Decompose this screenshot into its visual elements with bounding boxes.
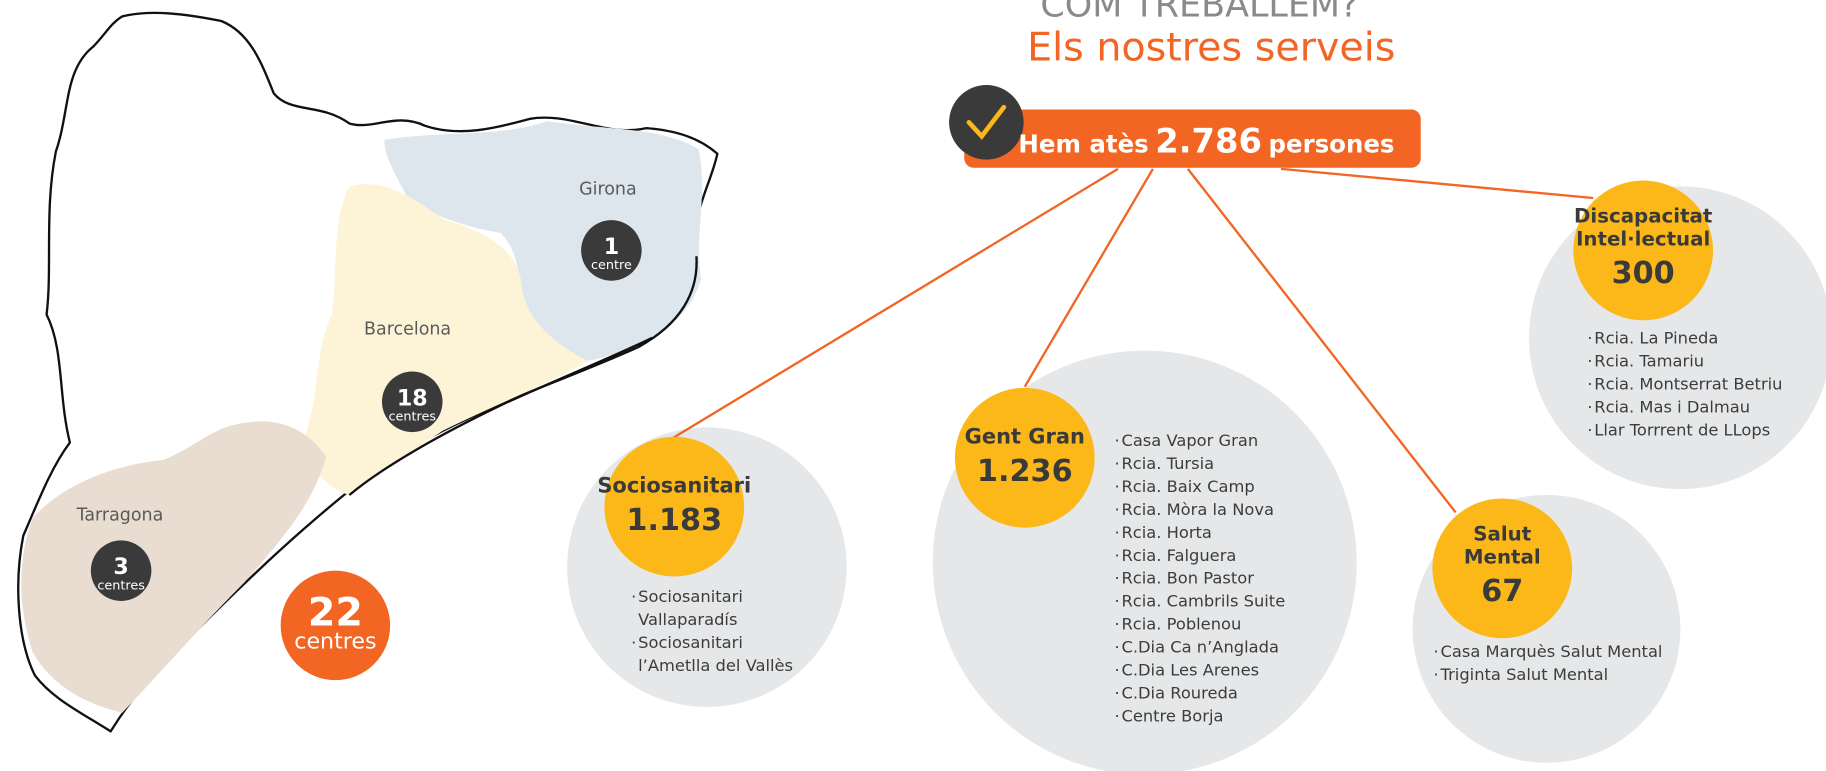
- region-name: Girona: [579, 180, 637, 200]
- service-name: Salut: [1473, 522, 1531, 545]
- service-item: Rcia. Cambrils Suite: [1121, 592, 1285, 611]
- item-bullet: ·: [1587, 374, 1592, 393]
- service-name: Sociosanitari: [597, 474, 751, 498]
- service-item: C.Dia Ca n’Anglada: [1121, 638, 1279, 657]
- title: Els nostres serveis: [1027, 25, 1395, 71]
- service-item: Rcia. Tursia: [1121, 454, 1214, 473]
- service-item: Vallaparadís: [638, 610, 737, 629]
- map-outline-edge: [348, 256, 698, 496]
- item-bullet: ·: [1114, 706, 1119, 725]
- service-item: Rcia. Bon Pastor: [1121, 569, 1254, 588]
- connector: [1023, 168, 1154, 388]
- connector: [1280, 167, 1594, 200]
- item-bullet: ·: [1114, 500, 1119, 519]
- service-item: Sociosanitari: [638, 587, 743, 606]
- item-bullet: ·: [1114, 546, 1119, 565]
- connector: [1186, 168, 1457, 514]
- service-item: Triginta Salut Mental: [1440, 665, 1609, 684]
- total-prefix: Hem atès: [1018, 130, 1148, 159]
- service-badge: [604, 436, 745, 577]
- service-item: Rcia. La Pineda: [1594, 329, 1718, 348]
- service-item: Rcia. Mas i Dalmau: [1594, 397, 1750, 416]
- item-bullet: ·: [1114, 523, 1119, 542]
- region-count: 1: [604, 234, 619, 260]
- service-item: Llar Torrrent de LLops: [1594, 420, 1770, 439]
- service-item: Sociosanitari: [638, 633, 743, 652]
- total-banner: [964, 109, 1421, 168]
- region-name: Tarragona: [76, 506, 164, 526]
- total-centres-unit: centres: [294, 629, 376, 655]
- region-unit: centres: [388, 409, 436, 424]
- region-unit: centre: [591, 258, 632, 273]
- service-item: Rcia. Horta: [1121, 523, 1211, 542]
- service-item: Rcia. Montserrat Betriu: [1594, 374, 1782, 393]
- total-text: Hem atès 2.786 persones: [1018, 122, 1394, 161]
- service-name: Mental: [1464, 546, 1541, 569]
- service-count: 1.183: [626, 503, 722, 538]
- item-bullet: ·: [1587, 420, 1592, 439]
- region-unit: centres: [97, 578, 145, 593]
- total-centres-count: 22: [308, 589, 363, 635]
- item-bullet: ·: [1114, 454, 1119, 473]
- service-count: 1.236: [977, 454, 1073, 489]
- item-bullet: ·: [1114, 431, 1119, 450]
- connector: [672, 167, 1119, 439]
- service-item: Rcia. Baix Camp: [1121, 477, 1254, 496]
- service-item: C.Dia Roureda: [1121, 683, 1237, 702]
- service-item: l’Ametlla del Vallès: [638, 656, 793, 675]
- item-bullet: ·: [1114, 638, 1119, 657]
- service-item: C.Dia Les Arenes: [1121, 660, 1259, 679]
- service-badge: [954, 387, 1095, 528]
- service-item: Rcia. Tamariu: [1594, 352, 1704, 371]
- service-badge: [1432, 498, 1573, 639]
- service-item: Casa Vapor Gran: [1121, 431, 1258, 450]
- total-number: 2.786: [1155, 122, 1262, 161]
- kicker: COM TREBALLEM?: [1040, 0, 1358, 25]
- item-bullet: ·: [1587, 352, 1592, 371]
- region-badge: [381, 371, 443, 433]
- region-tarragona: [21, 421, 327, 713]
- service-name: Gent Gran: [965, 425, 1085, 449]
- item-bullet: ·: [631, 587, 636, 606]
- service-count: 67: [1481, 574, 1523, 609]
- item-bullet: ·: [631, 633, 636, 652]
- item-bullet: ·: [1114, 615, 1119, 634]
- region-girona: [384, 121, 703, 362]
- total-centres-badge: [280, 570, 391, 681]
- region-barcelona: [302, 184, 589, 495]
- item-bullet: ·: [1587, 397, 1592, 416]
- service-item: Rcia. Poblenou: [1121, 615, 1241, 634]
- check-badge: [949, 85, 1024, 160]
- region-count: 18: [397, 385, 428, 411]
- service-name: Discapacitat: [1574, 204, 1712, 227]
- item-bullet: ·: [1114, 660, 1119, 679]
- service-item: Centre Borja: [1121, 706, 1223, 725]
- service-item: Rcia. Falguera: [1121, 546, 1236, 565]
- item-bullet: ·: [1114, 569, 1119, 588]
- item-bullet: ·: [1114, 592, 1119, 611]
- total-suffix: persones: [1269, 130, 1395, 159]
- service-count: 300: [1612, 256, 1675, 291]
- item-bullet: ·: [1434, 665, 1439, 684]
- item-bullet: ·: [1434, 642, 1439, 661]
- region-name: Barcelona: [364, 319, 451, 339]
- region-badge: [90, 540, 152, 601]
- service-item: Casa Marquès Salut Mental: [1441, 642, 1663, 661]
- check-icon: [966, 104, 1007, 140]
- item-bullet: ·: [1114, 683, 1119, 702]
- item-bullet: ·: [1587, 329, 1592, 348]
- service-item: Rcia. Mòra la Nova: [1121, 500, 1274, 519]
- region-badge: [581, 220, 642, 281]
- region-count: 3: [113, 554, 128, 580]
- service-name: Intel·lectual: [1576, 228, 1710, 251]
- connectors: [672, 167, 1594, 514]
- item-bullet: ·: [1114, 477, 1119, 496]
- service-badge: [1573, 180, 1714, 321]
